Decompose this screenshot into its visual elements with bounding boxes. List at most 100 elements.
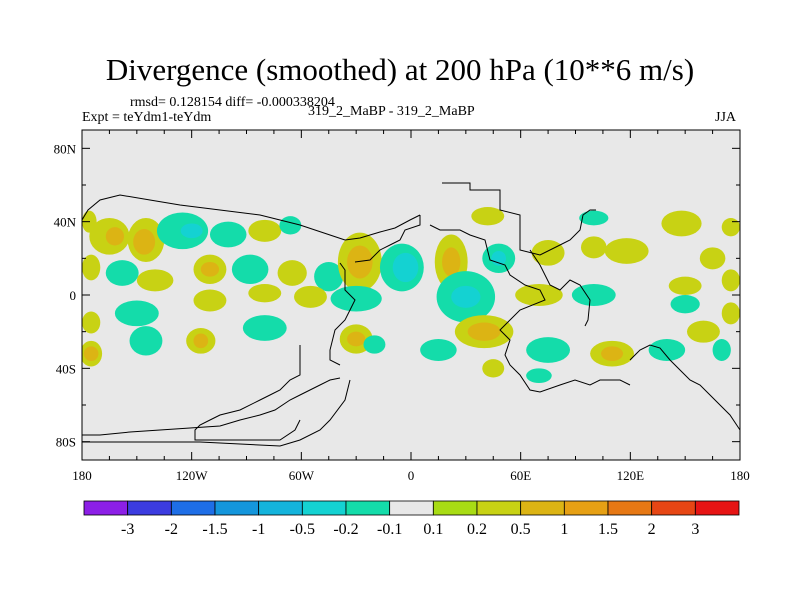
contour-blob xyxy=(467,322,501,341)
colorbar-swatch xyxy=(563,500,609,516)
contour-blob xyxy=(648,339,686,361)
y-tick-label: 0 xyxy=(70,288,77,303)
x-tick-label: 60E xyxy=(510,468,531,483)
colorbar-label: 1 xyxy=(560,521,568,538)
stats-label: rmsd= 0.128154 diff= -0.000338204 xyxy=(130,95,335,110)
coastline-australia xyxy=(629,344,740,431)
contour-blob xyxy=(601,346,624,361)
colorbar-swatch xyxy=(651,500,696,516)
contour-blob xyxy=(347,331,366,347)
contour-blob xyxy=(491,251,507,266)
x-tick-label: 120W xyxy=(176,468,209,483)
x-tick-label: 0 xyxy=(408,468,415,483)
contour-blob xyxy=(721,302,740,325)
y-tick-label: 40N xyxy=(54,215,77,230)
contour-blob xyxy=(231,254,269,284)
colorbar-label: 0.5 xyxy=(511,521,531,538)
contour-blob xyxy=(129,326,163,356)
contour-blob xyxy=(193,333,209,349)
contour-blob xyxy=(277,260,307,286)
contour-blob xyxy=(248,284,282,303)
contour-blob xyxy=(209,221,247,248)
colorbar-label: 0.2 xyxy=(467,521,487,538)
colorbar-swatch xyxy=(301,500,347,516)
contour-blob xyxy=(712,339,731,361)
contour-blob xyxy=(451,285,481,308)
colorbar-label: -3 xyxy=(121,521,134,538)
contour-blob xyxy=(661,210,702,237)
contour-blob xyxy=(721,269,740,292)
contour-blob xyxy=(471,207,505,226)
y-tick-label: 40S xyxy=(56,361,76,376)
coastline-antarctica-south xyxy=(82,379,351,447)
x-tick-label: 180 xyxy=(730,468,750,483)
contour-blob xyxy=(482,359,505,378)
contour-blob xyxy=(248,219,282,242)
y-tick-label: 80N xyxy=(54,141,77,156)
x-tick-label: 180 xyxy=(72,468,92,483)
colorbar-label: -1 xyxy=(252,521,265,538)
contour-blob xyxy=(515,284,563,306)
colorbar-label: -1.5 xyxy=(202,521,227,538)
colorbar-swatch xyxy=(214,500,260,516)
contour-blob xyxy=(571,284,616,306)
contour-blob xyxy=(526,337,571,363)
axis-layer: 180 120W 60W 0 60E 120E 180 80N 40N 0 40S 80S xyxy=(54,130,750,483)
contour-blob xyxy=(330,285,382,312)
colorbar-label: -0.5 xyxy=(290,521,315,538)
colorbar-swatch xyxy=(258,500,303,516)
contour-blob xyxy=(242,315,287,341)
contour-blob xyxy=(686,320,720,343)
coastline-europe-asia xyxy=(442,182,596,256)
colorbar-label: -0.2 xyxy=(333,521,358,538)
contour-blob xyxy=(420,339,457,361)
coastline-south-america xyxy=(329,262,356,366)
contour-blob xyxy=(699,247,726,270)
contour-blob xyxy=(180,223,203,239)
colorbar-swatch xyxy=(607,500,653,516)
colorbar-swatch xyxy=(694,500,740,516)
coastline-layer xyxy=(82,182,740,447)
contour-blob xyxy=(105,227,125,246)
colorbar-label: 0.1 xyxy=(423,521,443,538)
contour-blob xyxy=(363,335,386,354)
season-label: JJA xyxy=(715,110,737,125)
contour-blob xyxy=(105,260,139,286)
contour-blob xyxy=(114,300,159,327)
coastline-north-africa xyxy=(354,215,421,263)
contour-blob xyxy=(136,269,174,292)
contour-blob xyxy=(294,285,327,308)
coastline-chile xyxy=(194,345,301,441)
x-tick-label: 60W xyxy=(289,468,315,483)
contour-blob xyxy=(133,229,156,255)
contour-blob xyxy=(604,238,649,264)
contour-blob xyxy=(668,276,702,296)
case-label: 319_2_MaBP - 319_2_MaBP xyxy=(308,104,475,119)
contour-blob xyxy=(442,247,461,277)
experiment-label: Expt = teYdm1-teYdm xyxy=(82,110,212,125)
contour-blob xyxy=(392,252,419,283)
colorbar-swatch xyxy=(127,500,172,516)
colorbar-swatch xyxy=(476,500,522,516)
colorbar-swatch xyxy=(432,500,478,516)
contour-blob xyxy=(82,311,101,334)
contour-fill-layer xyxy=(82,207,740,383)
colorbar-label: -0.1 xyxy=(377,521,402,538)
contour-blob xyxy=(314,262,344,292)
colorbar-swatch xyxy=(345,500,391,516)
y-tick-label: 80S xyxy=(56,435,76,450)
contour-blob xyxy=(83,346,99,361)
contour-blob xyxy=(721,218,740,237)
colorbar-swatch xyxy=(83,500,129,516)
coastline-india xyxy=(529,249,591,327)
colorbar-label: 1.5 xyxy=(598,521,618,538)
contour-blob xyxy=(347,245,373,279)
coastline-north-america xyxy=(82,194,346,241)
colorbar-label: 3 xyxy=(691,521,699,538)
contour-blob xyxy=(579,210,609,226)
contour-blob xyxy=(82,254,101,281)
contour-blob xyxy=(531,240,565,266)
contour-blob xyxy=(670,295,700,314)
colorbar: -3 -2 -1.5 -1 -0.5 -0.2 -0.1 0.1 0.2 0.5 1 1.5 2 3 xyxy=(83,500,740,538)
